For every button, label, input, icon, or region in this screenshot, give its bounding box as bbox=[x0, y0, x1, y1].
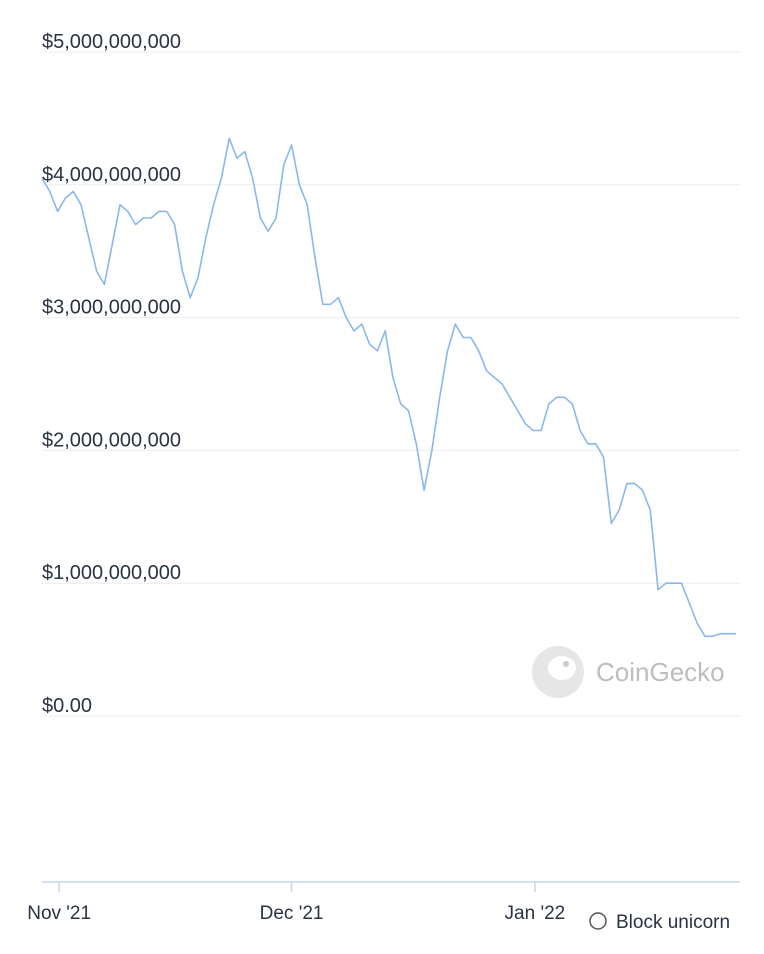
y-tick-label: $0.00 bbox=[42, 695, 92, 717]
logo-eye bbox=[563, 661, 569, 667]
y-tick-label: $3,000,000,000 bbox=[42, 297, 181, 319]
source-icon bbox=[589, 912, 607, 930]
logo-face bbox=[548, 656, 576, 680]
y-tick-label: $4,000,000,000 bbox=[42, 164, 181, 186]
x-tick-label: Jan '22 bbox=[505, 903, 566, 924]
x-tick-label: Dec '21 bbox=[260, 903, 324, 924]
source-text: Block unicorn bbox=[616, 912, 730, 933]
watermark: CoinGecko bbox=[532, 646, 725, 698]
y-tick-label: $5,000,000,000 bbox=[42, 31, 181, 53]
y-tick-label: $2,000,000,000 bbox=[42, 429, 181, 451]
line bbox=[41, 137, 737, 638]
source: Block unicorn bbox=[589, 912, 730, 933]
x-tick-label: Nov '21 bbox=[27, 903, 91, 924]
y-tick-label: $1,000,000,000 bbox=[42, 562, 181, 584]
watermark-text: CoinGecko bbox=[596, 657, 725, 687]
